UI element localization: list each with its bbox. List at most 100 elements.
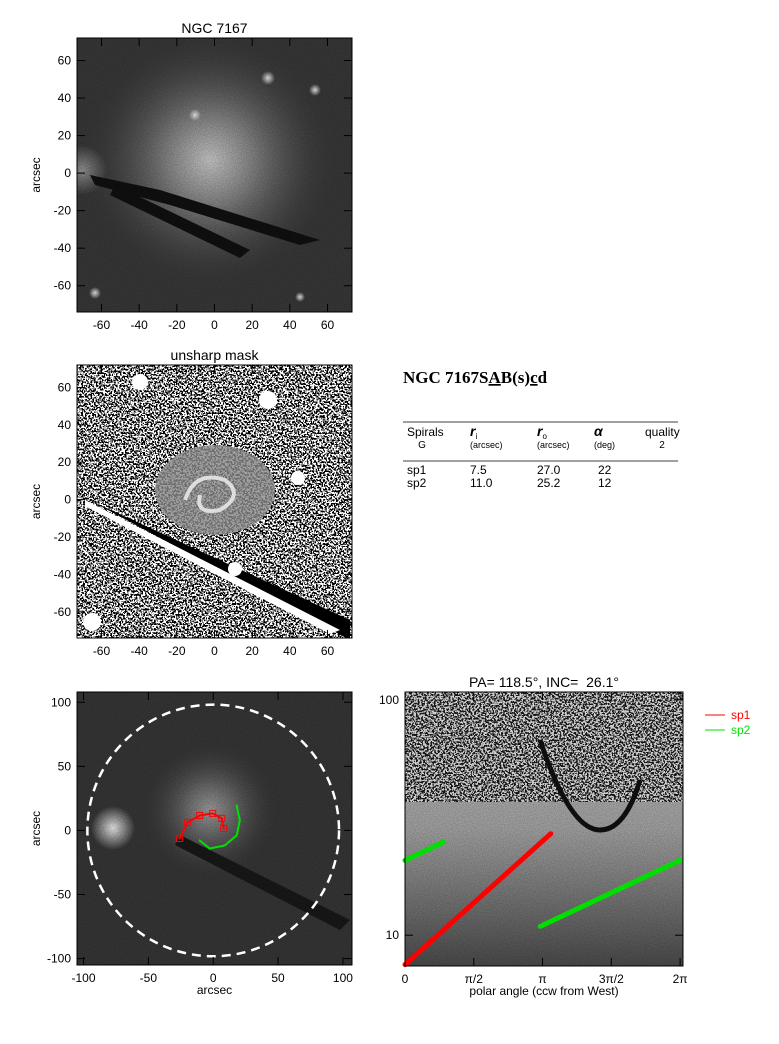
image-unsharp	[77, 365, 352, 638]
x-tick-label: 40	[283, 644, 297, 658]
spiral-line	[402, 831, 554, 968]
table-cell: 7.5	[470, 463, 487, 477]
image-wide	[77, 692, 352, 965]
chart-title: NGC 7167	[181, 20, 247, 36]
x-axis-label: polar angle (ccw from West)	[469, 984, 618, 998]
image-polar	[405, 692, 683, 966]
spiral-point	[220, 824, 228, 832]
table-title: NGC 7167SAB(s)cd	[403, 368, 548, 387]
x-tick-label: 0	[210, 971, 217, 985]
y-tick-label: 40	[58, 91, 72, 105]
y-tick-label: 50	[58, 759, 72, 773]
y-axis-label: arcsec	[29, 484, 43, 519]
morphology-part: d	[538, 368, 548, 387]
x-tick-label: 3π/2	[599, 972, 624, 986]
header-unit: (arcsec)	[537, 440, 570, 450]
y-tick-label: -20	[54, 530, 72, 544]
symbol: α	[594, 423, 604, 439]
y-tick-label: -40	[54, 241, 72, 255]
image-galaxy	[77, 38, 352, 312]
y-tick-label: 60	[58, 380, 72, 394]
y-tick-label: 100	[379, 693, 399, 707]
symbol: r	[537, 423, 544, 439]
header-sub: G	[418, 440, 426, 451]
header-unit: (deg)	[594, 440, 615, 450]
table-cell: sp2	[407, 476, 427, 490]
aperture-circle	[86, 703, 341, 958]
y-tick-label: 0	[64, 166, 71, 180]
header-symbol: ro	[537, 423, 547, 441]
table-cell: 27.0	[537, 463, 561, 477]
header-unit: (arcsec)	[470, 440, 503, 450]
spiral-point	[209, 809, 217, 817]
chart-title: PA= 118.5°, INC= 26.1°	[469, 674, 619, 690]
x-axis-label: arcsec	[197, 983, 232, 997]
x-tick-label: 60	[321, 318, 335, 332]
spiral-point	[176, 834, 184, 842]
table-cell: 22	[598, 463, 612, 477]
y-tick-label: 10	[386, 928, 400, 942]
x-tick-label: -20	[168, 318, 186, 332]
y-tick-label: 0	[64, 823, 71, 837]
morphology-part: B(s)	[501, 368, 530, 387]
symbol-index: o	[542, 432, 547, 441]
y-tick-label: 20	[58, 455, 72, 469]
y-tick-label: -20	[54, 204, 72, 218]
spiral-line	[402, 839, 683, 929]
morphology-part: A	[489, 368, 502, 387]
x-tick-label: 20	[245, 318, 259, 332]
header-symbol: ri	[470, 423, 477, 441]
x-tick-label: 40	[283, 318, 297, 332]
x-tick-label: π	[538, 972, 546, 986]
x-tick-label: 2π	[673, 972, 688, 986]
spiral-point	[184, 818, 192, 826]
y-tick-label: 20	[58, 129, 72, 143]
chart-title: unsharp mask	[171, 347, 260, 363]
y-axis-label: arcsec	[29, 157, 43, 192]
y-tick-label: -60	[54, 279, 72, 293]
x-tick-label: -60	[93, 318, 111, 332]
x-tick-label: -40	[130, 318, 148, 332]
legend-label: sp2	[731, 723, 751, 737]
spiral-point	[218, 814, 226, 822]
y-tick-label: 60	[58, 54, 72, 68]
header-label: Spirals	[407, 425, 444, 439]
x-tick-label: 60	[321, 644, 335, 658]
spiral-point	[196, 811, 204, 819]
x-tick-label: 50	[271, 971, 285, 985]
symbol-index: i	[475, 432, 477, 441]
y-axis-label: arcsec	[29, 811, 43, 846]
symbol: r	[470, 423, 477, 439]
x-tick-label: -100	[71, 971, 95, 985]
plot-frame	[76, 691, 353, 966]
morphology-part: c	[530, 368, 538, 387]
table-cell: sp1	[407, 463, 427, 477]
table-cell: 25.2	[537, 476, 561, 490]
x-tick-label: -40	[130, 644, 148, 658]
x-tick-label: 0	[402, 972, 409, 986]
header-label: quality	[645, 425, 680, 439]
x-tick-label: 0	[211, 644, 218, 658]
spiral-table: NGC 7167SAB(s)cdSpiralsGri(arcsec)ro(arc…	[403, 368, 680, 490]
x-tick-label: 100	[333, 971, 353, 985]
table-cell: 12	[598, 476, 612, 490]
legend-label: sp1	[731, 708, 751, 722]
x-tick-label: -20	[168, 644, 186, 658]
galaxy-name: NGC 7167	[403, 368, 480, 387]
y-tick-label: 100	[51, 695, 71, 709]
table-cell: 11.0	[470, 476, 493, 490]
y-tick-label: -40	[54, 567, 72, 581]
spiral-line	[198, 804, 241, 850]
x-tick-label: π/2	[465, 972, 484, 986]
morphology-part: S	[479, 368, 488, 387]
x-tick-label: 20	[245, 644, 259, 658]
x-tick-label: -60	[93, 644, 111, 658]
y-tick-label: -100	[47, 952, 71, 966]
header-symbol: α	[594, 423, 604, 439]
x-tick-label: 0	[211, 318, 218, 332]
x-tick-label: -50	[140, 971, 158, 985]
plot-frame	[404, 691, 684, 967]
y-tick-label: 40	[58, 418, 72, 432]
header-sub: 2	[659, 440, 665, 451]
